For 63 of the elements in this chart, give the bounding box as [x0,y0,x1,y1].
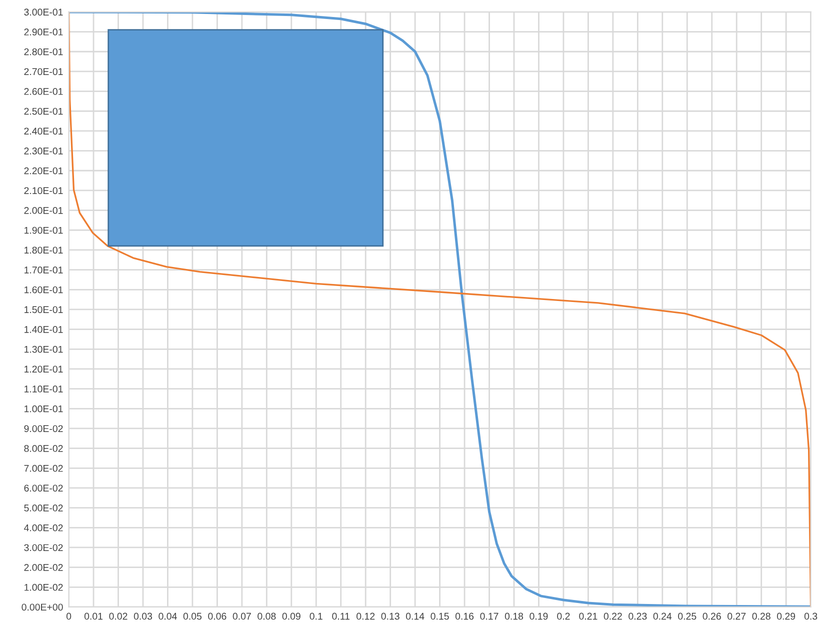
y-tick-label: 1.80E-01 [24,246,63,254]
x-tick-label: 0.04 [158,612,177,620]
x-tick-label: 0.25 [678,612,696,620]
y-tick-label: 1.70E-01 [24,266,63,274]
y-tick-label: 2.30E-01 [24,148,63,154]
y-tick-label: 6.00E-02 [24,484,63,492]
x-tick-label: 0.09 [282,612,300,620]
x-tick-label: 0.06 [208,612,226,620]
y-tick-label: 3.00E-01 [24,8,63,16]
y-tick-label: 2.70E-01 [24,68,63,76]
y-tick-label: 1.30E-01 [24,346,63,353]
x-tick-label: 0.15 [430,612,449,620]
x-tick-label: 0.23 [628,612,647,620]
y-tick-label: 3.00E-02 [24,544,63,552]
x-tick-label: 0.19 [530,612,548,620]
x-tick-label: 0.13 [381,612,400,620]
y-tick-label: 2.90E-01 [24,28,63,36]
y-tick-label: 2.00E-02 [24,564,63,571]
x-tick-label: 0 [66,612,72,620]
x-tick-label: 0.22 [604,612,622,620]
x-tick-label: 0.16 [455,612,474,620]
y-tick-label: 2.40E-01 [24,128,63,135]
y-tick-label: 1.20E-01 [24,366,63,373]
x-tick-label: 0.29 [776,612,796,620]
y-tick-label: 8.00E-02 [24,445,63,452]
y-tick-label: 1.00E-01 [24,405,63,412]
x-tick-label: 0.08 [258,612,276,620]
y-tick-label: 0.00E+00 [22,604,63,611]
x-tick-label: 0.27 [728,612,746,620]
y-tick-label: 2.60E-01 [24,88,63,95]
y-tick-label: 1.00E-02 [24,584,63,591]
y-tick-label: 2.00E-01 [24,207,63,214]
y-tick-label: 4.00E-02 [24,524,63,532]
y-tick-label: 2.20E-01 [24,167,63,174]
x-tick-label: 0.1 [310,612,322,620]
x-tick-label: 0.11 [332,612,350,620]
y-tick-label: 2.80E-01 [24,48,63,56]
line-series [68,12,811,607]
x-tick-label: 0.12 [356,612,375,620]
x-tick-label: 0.28 [752,612,770,620]
y-tick-label: 1.60E-01 [24,286,63,294]
y-tick-label: 1.10E-01 [24,386,63,392]
y-tick-label: 2.10E-01 [24,187,63,194]
x-tick-label: 0.17 [480,612,498,620]
x-tick-label: 0.03 [134,612,152,620]
y-tick-label: 7.00E-02 [24,464,63,472]
y-tick-label: 1.40E-01 [24,326,63,333]
x-tick-label: 0.3 [804,612,818,620]
x-tick-label: 0.02 [109,612,128,620]
y-tick-label: 1.50E-01 [24,306,63,314]
x-tick-label: 0.07 [232,612,251,620]
x-tick-label: 0.01 [84,612,103,620]
x-tick-label: 0.2 [557,612,570,620]
x-tick-label: 0.24 [653,612,672,620]
y-tick-label: 5.00E-02 [24,504,63,512]
y-tick-label: 1.90E-01 [24,226,63,234]
x-tick-label: 0.21 [579,612,598,620]
x-tick-label: 0.18 [504,612,524,620]
x-tick-label: 0.14 [406,612,424,620]
x-tick-label: 0.05 [183,612,202,620]
y-tick-label: 2.50E-01 [24,108,63,115]
y-tick-label: 9.00E-02 [24,425,63,432]
x-tick-label: 0.26 [702,612,721,620]
